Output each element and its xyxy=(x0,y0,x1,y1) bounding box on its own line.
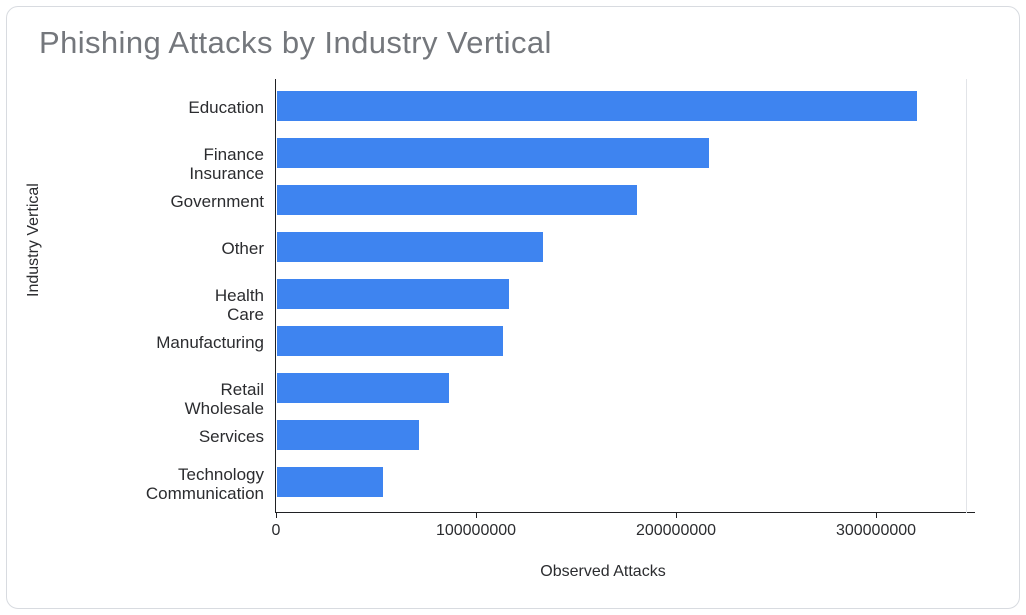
x-tick-mark xyxy=(876,512,877,518)
category-label: Technology Communication xyxy=(146,466,276,503)
right-guide-line xyxy=(966,79,967,513)
x-tick-mark xyxy=(276,512,277,518)
category-label: Education xyxy=(188,99,276,118)
x-tick-label: 0 xyxy=(272,522,281,540)
x-tick-mark xyxy=(476,512,477,518)
bar xyxy=(277,232,543,262)
category-label: Government xyxy=(170,193,276,212)
y-axis-title: Industry Vertical xyxy=(25,183,43,297)
x-axis-title: Observed Attacks xyxy=(35,563,991,581)
bar xyxy=(277,467,383,497)
bar xyxy=(277,91,917,121)
category-label: Services xyxy=(199,428,276,447)
x-tick-label: 100000000 xyxy=(436,522,516,540)
bar xyxy=(277,185,637,215)
bar xyxy=(277,326,503,356)
x-tick-label: 200000000 xyxy=(636,522,716,540)
x-tick-label: 300000000 xyxy=(836,522,916,540)
chart-card: Phishing Attacks by Industry Vertical In… xyxy=(6,6,1020,609)
x-tick-mark xyxy=(676,512,677,518)
bar xyxy=(277,420,419,450)
bar xyxy=(277,373,449,403)
bar xyxy=(277,279,509,309)
category-label: Retail Wholesale xyxy=(185,381,276,418)
bar xyxy=(277,138,709,168)
category-label: Health Care xyxy=(215,287,276,324)
chart-area: Industry Vertical 0100000000200000000300… xyxy=(35,67,991,577)
category-label: Manufacturing xyxy=(156,334,276,353)
category-label: Finance Insurance xyxy=(189,146,276,183)
category-label: Other xyxy=(221,240,276,259)
chart-title: Phishing Attacks by Industry Vertical xyxy=(39,25,991,61)
plot-area: 0100000000200000000300000000EducationFin… xyxy=(275,79,975,513)
